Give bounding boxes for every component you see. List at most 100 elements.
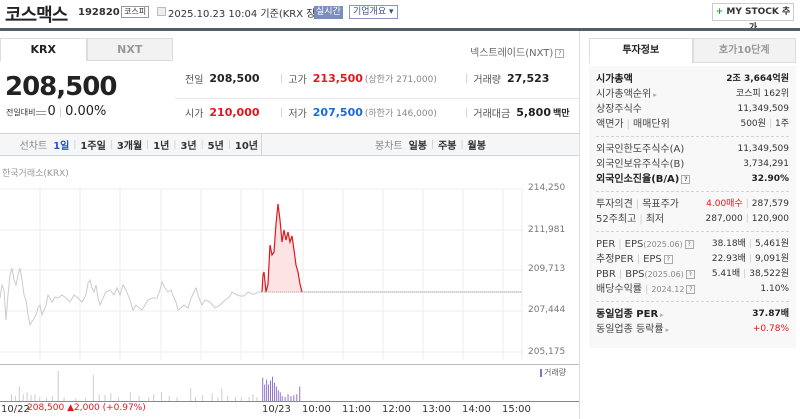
y-tick: 211,981 <box>528 225 566 235</box>
realtime-badge[interactable]: 실시간 <box>314 6 343 19</box>
high-value: 213,500 <box>312 71 363 85</box>
nextrade-link[interactable]: 넥스트레이드(NXT)? <box>470 44 565 59</box>
info-tabs: 투자정보 호가10단계 <box>589 38 796 63</box>
header-divider <box>0 28 800 31</box>
candle-chart-periods: 봉차트 일봉 | 주봉 | 월봉 <box>262 134 579 155</box>
foreign-ratio-label: 외국인소진율(B/A)? <box>596 172 691 187</box>
datetime-text: 2025.10.23 10:04 기준(KRX 장중) <box>168 9 329 20</box>
par-trade-unit-value: 500원 | 1주 <box>740 119 789 129</box>
candle-monthly[interactable]: 월봉 <box>467 141 486 152</box>
x-label: 15:00 <box>502 404 531 415</box>
market-cap-rank-value: 코스피 162위 <box>735 89 789 99</box>
x-label: 10:00 <box>302 404 331 415</box>
volume-value: 27,523 <box>506 71 550 85</box>
unchanged-icon <box>36 110 47 115</box>
change-label: 전일대비 <box>6 108 36 117</box>
market-cap-rank-link[interactable]: 시가총액순위 ▸ <box>596 89 657 100</box>
pbr-bps-label: PBR | BPS(2025.06)? <box>596 267 695 282</box>
period-10y[interactable]: 10년 <box>234 141 258 152</box>
line-chart-periods: 선차트 1일 | 1주일 | 3개월 | 1년 | 3년 | 5년 | 10년 <box>0 134 262 155</box>
candle-chart-label: 봉차트 <box>375 141 403 152</box>
help-icon[interactable]: ? <box>684 239 694 249</box>
trade-amount-unit: 백만 <box>552 109 570 119</box>
stock-name: 코스맥스 <box>5 5 68 26</box>
prev-close-label: 전일 <box>185 74 204 86</box>
candle-weekly[interactable]: 주봉 <box>438 141 457 152</box>
nextrade-label: 넥스트레이드(NXT) <box>470 48 554 59</box>
period-1w[interactable]: 1주일 <box>80 141 106 152</box>
trade-amount-label: 거래대금 <box>473 109 511 120</box>
change-value: 0 <box>47 104 56 119</box>
x-label: 12:00 <box>382 404 411 415</box>
y-tick: 207,444 <box>528 305 566 315</box>
y-tick: 205,175 <box>528 347 566 357</box>
current-price: 208,500 <box>5 72 117 102</box>
today-area <box>262 204 302 292</box>
week52-label: 52주최고 | 최저 <box>596 214 665 225</box>
foreign-limit-value: 11,349,509 <box>737 144 789 154</box>
open-label: 시가 <box>185 109 204 120</box>
change-percent: 0.00% <box>65 104 107 119</box>
tab-nxt[interactable]: NXT <box>86 38 173 61</box>
market-cap-value: 2조 3,664억원 <box>726 74 789 84</box>
y-tick: 214,250 <box>528 183 566 193</box>
lower-limit: (하한가 146,000) <box>364 109 437 119</box>
help-icon[interactable]: ? <box>685 269 695 279</box>
high-label: 고가 <box>288 74 307 86</box>
upper-limit: (상한가 271,000) <box>364 74 437 85</box>
volume-legend-label: 거래량 <box>544 368 567 377</box>
foreign-ratio-value: 32.90% <box>751 174 790 184</box>
low-label: 저가 <box>288 109 307 120</box>
market-cap-label: 시가총액 <box>596 74 633 85</box>
help-icon[interactable]: ? <box>663 254 673 264</box>
prev-day-summary: 208,500 ▲2,000 (+0.97%) <box>27 403 146 413</box>
help-icon[interactable]: ? <box>681 174 691 184</box>
y-tick: 209,713 <box>528 264 566 274</box>
low-value: 207,500 <box>312 106 363 119</box>
trade-amount-value: 5,800 <box>516 106 551 119</box>
pbr-bps-value: 5.41배 | 38,522원 <box>711 269 789 279</box>
tab-krx[interactable]: KRX <box>0 38 87 61</box>
dividend-yield-label: 배당수익률 | 2024.12? <box>596 282 696 297</box>
chart-source: 한국거래소(KRX) <box>2 169 69 179</box>
tab-orderbook-10[interactable]: 호가10단계 <box>692 38 796 63</box>
x-label: 10/23 <box>262 404 291 415</box>
prev-day-line <box>0 267 522 327</box>
dividend-yield-value: 1.10% <box>760 284 789 294</box>
add-my-stock-button[interactable]: + MY STOCK 추가 <box>712 3 794 33</box>
candle-daily[interactable]: 일봉 <box>408 141 428 152</box>
period-1y[interactable]: 1년 <box>153 141 170 152</box>
plus-icon: + <box>715 7 724 17</box>
x-label: 13:00 <box>422 404 451 415</box>
period-3m[interactable]: 3개월 <box>116 141 143 152</box>
period-3y[interactable]: 3년 <box>180 141 197 152</box>
listed-shares-value: 11,349,509 <box>737 104 789 114</box>
help-icon[interactable]: ? <box>555 48 565 58</box>
sector-change-link[interactable]: 동일업종 등락률 ▸ <box>596 324 670 335</box>
est-per-eps-value: 22.93배 | 9,091원 <box>711 254 789 264</box>
volume-legend: 거래량 <box>540 367 566 378</box>
help-icon[interactable]: ? <box>686 284 696 294</box>
market-tabs: KRX NXT <box>0 38 173 61</box>
par-trade-unit-label: 액면가 | 매매단위 <box>596 119 670 130</box>
opinion-target-label: 투자의견 | 목표주가 <box>596 199 679 210</box>
per-eps-label: PER | EPS(2025.06)? <box>596 237 694 252</box>
volume-label: 거래량 <box>473 74 501 86</box>
est-per-eps-label: 추정PER | EPS? <box>596 252 673 267</box>
panel-divider <box>579 31 580 419</box>
company-overview-dropdown[interactable]: 기업개요 ▾ <box>349 5 398 19</box>
x-label: 14:00 <box>462 404 491 415</box>
quote-grid: 전일 208,500 | 고가 213,500 (상한가 271,000) | 거래량 27… <box>175 64 580 126</box>
period-1d[interactable]: 1일 <box>53 141 70 152</box>
open-value: 210,000 <box>209 106 260 119</box>
prev-close-value: 208,500 <box>209 71 260 85</box>
tab-investment-info[interactable]: 투자정보 <box>589 38 693 63</box>
foreign-hold-value: 3,734,291 <box>743 159 789 169</box>
stock-header: 코스맥스 192820 코스피 2025.10.23 10:04 기준(KRX … <box>0 0 800 33</box>
period-5y[interactable]: 5년 <box>207 141 224 152</box>
investment-info-panel: 시가총액 2조 3,664억원 시가총액순위 ▸ 코스피 162위 상장주식수 11,3… <box>589 66 796 348</box>
x-axis <box>0 401 579 419</box>
price-chart[interactable] <box>0 180 530 360</box>
per-eps-value: 38.18배 | 5,461원 <box>711 239 789 249</box>
sector-per-link[interactable]: 동일업종 PER ▸ <box>596 309 664 320</box>
